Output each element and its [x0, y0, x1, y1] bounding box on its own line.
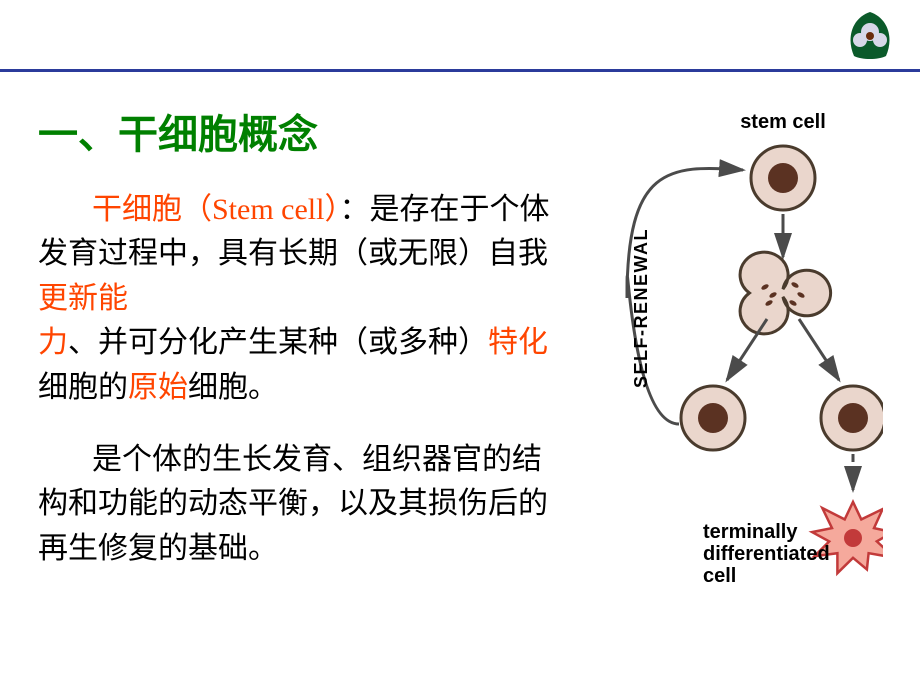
text-run: 细胞。	[188, 371, 278, 404]
term-highlight: 干细胞（Stem cell）	[92, 193, 339, 226]
svg-text:stem cell: stem cell	[740, 111, 826, 133]
logo-icon	[842, 6, 898, 62]
svg-text:SELF-RENEWAL: SELF-RENEWAL	[631, 228, 651, 388]
slide-content: 一、干细胞概念 干细胞（Stem cell）：是存在于个体发育过程中，具有长期（…	[0, 72, 920, 599]
stem-cell-diagram: stem cell SELF-RENEWAL terminallydifferent…	[573, 108, 883, 593]
text-run: 是个体的生长发育、组织器官的结构和功能的动态平衡，以及其损伤后的再生修复的基础。	[38, 443, 548, 565]
definition-paragraph: 干细胞（Stem cell）：是存在于个体发育过程中，具有长期（或无限）自我更新…	[32, 188, 567, 410]
svg-text:differentiated: differentiated	[703, 543, 830, 565]
svg-text:cell: cell	[703, 565, 736, 587]
svg-text:terminally: terminally	[703, 521, 798, 543]
section-title: 一、干细胞概念	[32, 102, 567, 160]
text-column: 一、干细胞概念 干细胞（Stem cell）：是存在于个体发育过程中，具有长期（…	[32, 102, 567, 599]
text-run: 细胞的	[38, 371, 128, 404]
diagram-column: stem cell SELF-RENEWAL terminallydifferent…	[567, 102, 888, 599]
term-highlight: 原始	[128, 371, 188, 404]
text-run: 、并可分化产生某种（或多种）	[68, 326, 488, 359]
header-bar	[0, 0, 920, 72]
explanation-paragraph: 是个体的生长发育、组织器官的结构和功能的动态平衡，以及其损伤后的再生修复的基础。	[32, 438, 567, 571]
term-highlight: 特化	[488, 326, 548, 359]
